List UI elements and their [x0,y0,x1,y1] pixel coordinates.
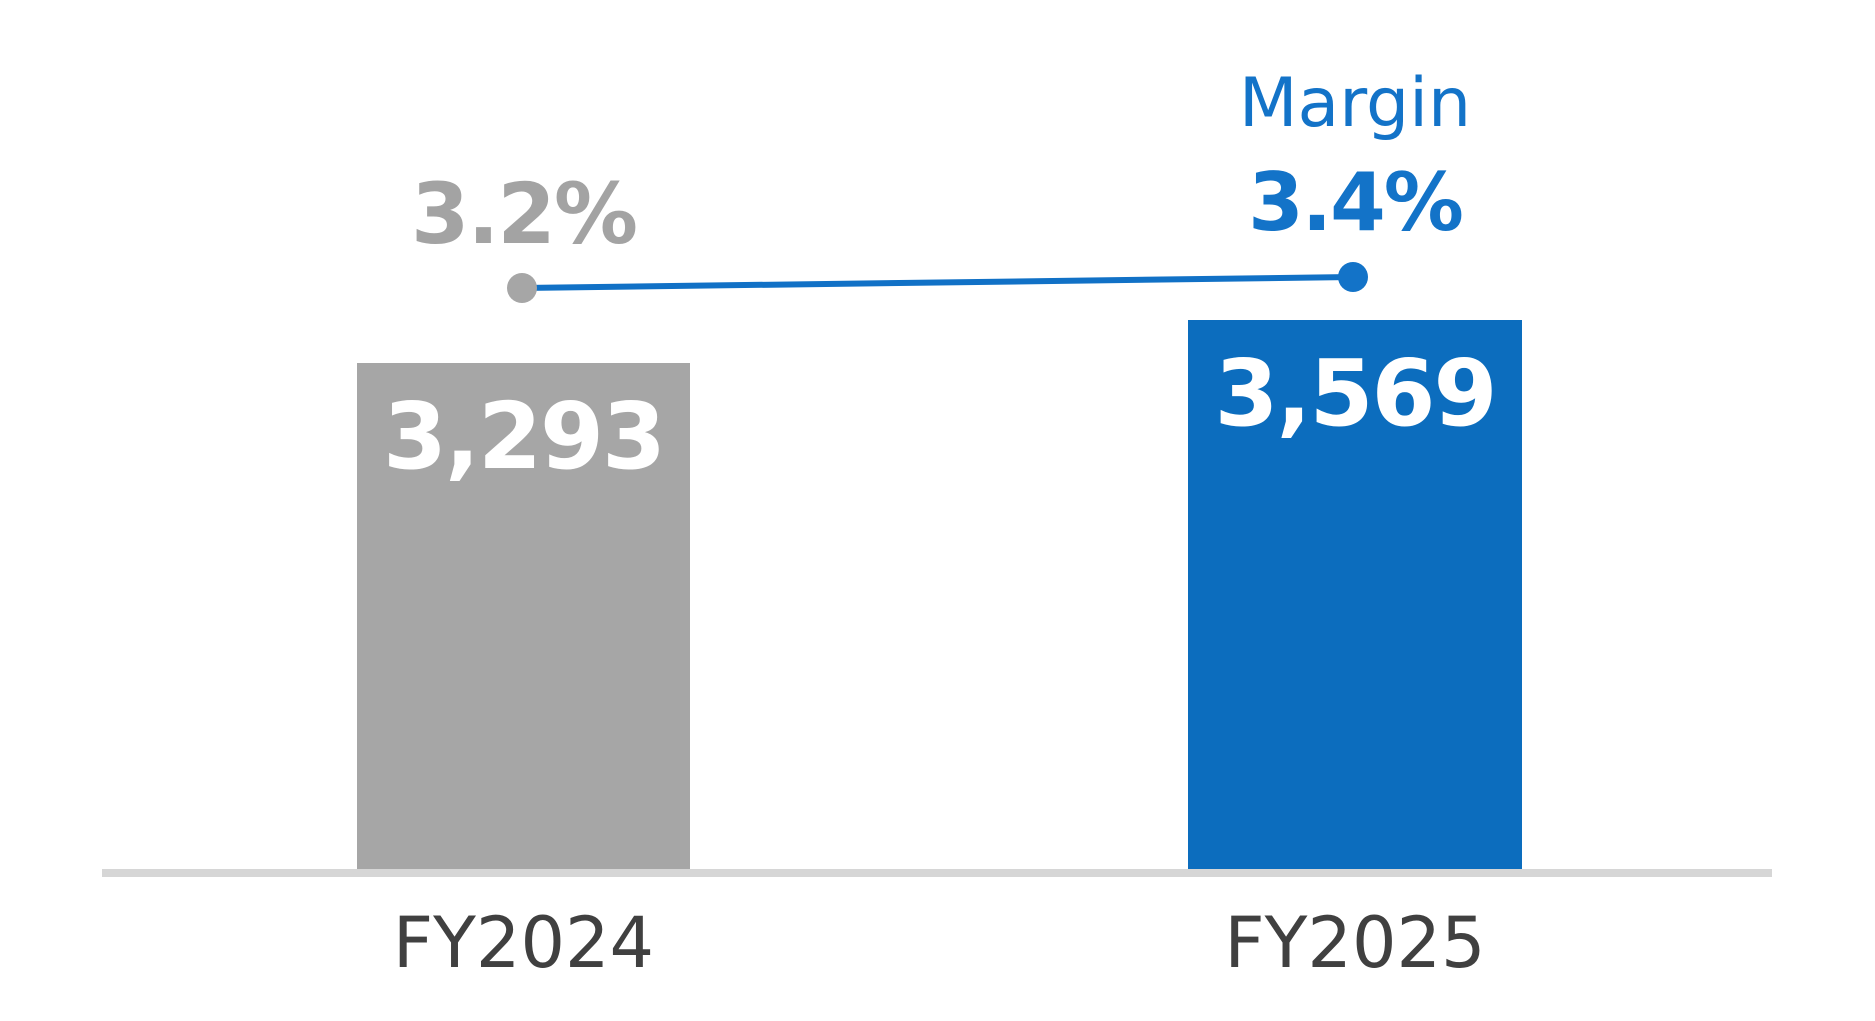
margin-line-segment [521,274,1354,291]
margin-point-fy2025-icon [1338,262,1368,292]
margin-point-fy2024-icon [507,273,537,303]
x-axis-baseline [102,869,1772,877]
bar-value-label-fy2025: 3,569 [1214,340,1497,447]
margin-value-label-fy2025: 3.4% [1248,156,1464,249]
margin-value-label-fy2024: 3.2% [411,165,638,263]
bar-value-label-fy2024: 3,293 [382,383,666,490]
category-label-fy2025: FY2025 [1224,902,1486,984]
category-label-fy2024: FY2024 [392,902,655,984]
bar-fy2025: 3,569 [1188,320,1522,873]
bar-fy2024: 3,293 [357,363,690,873]
margin-series-title: Margin [1238,64,1472,143]
